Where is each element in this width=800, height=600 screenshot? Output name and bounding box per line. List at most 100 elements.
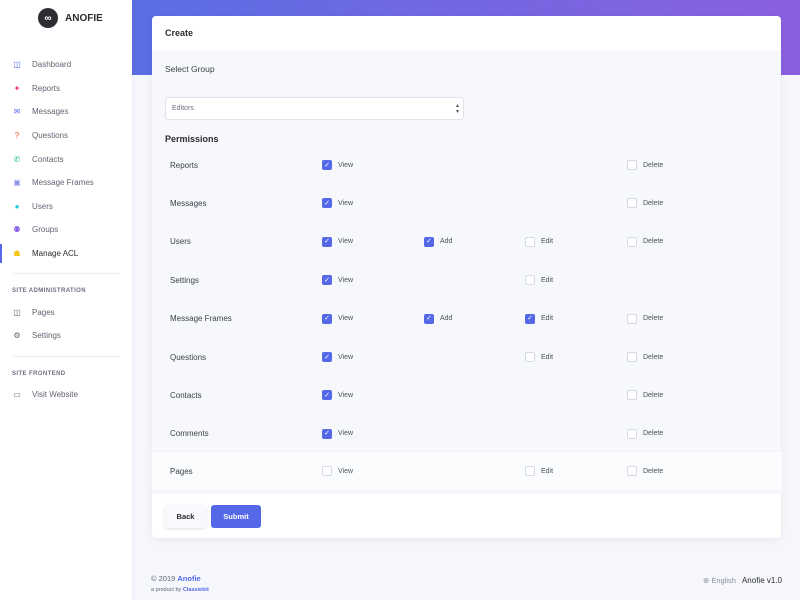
- checkbox-unchecked[interactable]: [627, 160, 637, 170]
- sidebar-item-questions[interactable]: ? Questions: [0, 124, 132, 148]
- checkbox-edit[interactable]: ✓ Edit: [525, 313, 553, 324]
- sidebar-item-reports[interactable]: ✦ Reports: [0, 77, 132, 101]
- phone-icon: ✆: [13, 154, 21, 164]
- checkbox-unchecked[interactable]: [525, 275, 535, 286]
- language-selector[interactable]: ⊕ English: [703, 576, 736, 585]
- checkbox-checked[interactable]: ✓: [322, 352, 332, 362]
- sidebar-divider: [12, 355, 120, 357]
- permission-row: Settings ✓ View Edit: [152, 261, 781, 299]
- checkbox-delete[interactable]: Delete: [627, 466, 664, 477]
- sidebar-item-label: Messages: [32, 107, 69, 117]
- checkbox-unchecked[interactable]: [627, 428, 637, 439]
- checkbox-view[interactable]: ✓ View: [322, 275, 354, 286]
- back-button[interactable]: Back: [165, 505, 206, 528]
- card-title: Create: [165, 28, 194, 38]
- checkbox-delete[interactable]: Delete: [627, 352, 663, 362]
- section-title-admin: SITE ADMINISTRATION: [12, 288, 86, 295]
- checkbox-view[interactable]: View: [322, 466, 354, 477]
- sidebar-item-dashboard[interactable]: ◫ Dashboard: [0, 53, 132, 77]
- checkbox-view[interactable]: ✓ View: [322, 428, 353, 439]
- sidebar-item-message-frames[interactable]: ▣ Message Frames: [0, 171, 132, 195]
- permission-row: Messages ✓ View Delete: [152, 184, 781, 222]
- checkbox-label: View: [338, 276, 354, 284]
- checkbox-delete[interactable]: Delete: [627, 390, 663, 401]
- checkbox-label: Delete: [643, 353, 664, 361]
- checkbox-edit[interactable]: Edit: [525, 352, 553, 362]
- sidebar-item-settings[interactable]: ⚙ Settings: [0, 324, 132, 348]
- logo[interactable]: ∞ ANOFIE: [38, 8, 103, 28]
- sidebar-item-groups[interactable]: ⚉ Groups: [0, 218, 132, 242]
- permission-name: Users: [170, 237, 191, 247]
- checkbox-unchecked[interactable]: [627, 352, 637, 362]
- checkbox-edit[interactable]: Edit: [525, 466, 553, 477]
- checkbox-edit[interactable]: Edit: [525, 275, 553, 286]
- gift-icon: ✦: [13, 83, 21, 93]
- checkbox-unchecked[interactable]: [525, 466, 535, 477]
- permission-row: Comments ✓ View Delete: [152, 415, 781, 453]
- checkbox-checked[interactable]: ✓: [322, 198, 332, 209]
- checkbox-label: View: [338, 467, 354, 475]
- group-select[interactable]: Editors ▴ ▾: [165, 97, 464, 120]
- checkbox-view[interactable]: ✓ View: [322, 198, 353, 209]
- sidebar-item-users[interactable]: ● Users: [0, 195, 132, 219]
- image-icon: ▣: [13, 178, 21, 188]
- checkbox-checked[interactable]: ✓: [322, 160, 332, 170]
- checkbox-delete[interactable]: Delete: [627, 160, 663, 170]
- checkbox-add[interactable]: ✓ Add: [424, 236, 452, 247]
- checkbox-label: Delete: [643, 238, 664, 246]
- checkbox-label: Edit: [541, 238, 554, 246]
- checkbox-checked[interactable]: ✓: [322, 428, 332, 439]
- permission-name: Reports: [170, 160, 199, 170]
- permission-name: Contacts: [170, 390, 202, 400]
- sidebar-item-messages[interactable]: ✉ Messages: [0, 100, 132, 124]
- checkbox-checked[interactable]: ✓: [525, 313, 535, 324]
- checkbox-checked[interactable]: ✓: [424, 313, 434, 324]
- version-label: Anofie v1.0: [741, 576, 782, 585]
- checkbox-checked[interactable]: ✓: [424, 236, 434, 247]
- sidebar-item-pages[interactable]: ◫ Pages: [0, 300, 132, 324]
- checkbox-checked[interactable]: ✓: [322, 236, 332, 247]
- checkbox-view[interactable]: ✓ View: [322, 313, 353, 324]
- checkbox-unchecked[interactable]: [627, 466, 637, 477]
- checkbox-view[interactable]: ✓ View: [322, 352, 353, 362]
- sidebar-item-label: Reports: [32, 83, 61, 93]
- checkbox-label: Delete: [643, 430, 664, 438]
- checkbox-checked[interactable]: ✓: [322, 390, 332, 401]
- checkbox-checked[interactable]: ✓: [322, 275, 332, 286]
- sidebar-item-contacts[interactable]: ✆ Contacts: [0, 147, 132, 171]
- checkbox-unchecked[interactable]: [525, 236, 535, 247]
- checkbox-view[interactable]: ✓ View: [322, 236, 353, 247]
- checkbox-unchecked[interactable]: [627, 313, 637, 324]
- checkbox-unchecked[interactable]: [627, 236, 637, 247]
- sidebar-nav: ◫ Dashboard ✦ Reports ✉ Messages ? Questions ✆ Co…: [0, 53, 132, 406]
- checkbox-view[interactable]: ✓ View: [322, 390, 354, 401]
- checkbox-delete[interactable]: Delete: [627, 428, 664, 439]
- cogs-icon: ⚙: [13, 331, 21, 341]
- checkbox-delete[interactable]: Delete: [627, 313, 663, 324]
- logo-icon: ∞: [38, 8, 58, 28]
- checkbox-unchecked[interactable]: [627, 390, 637, 401]
- footer-brand-link[interactable]: Anofie: [177, 574, 201, 583]
- checkbox-label: Delete: [643, 161, 664, 169]
- checkbox-delete[interactable]: Delete: [627, 198, 663, 209]
- sidebar-item-label: Contacts: [32, 154, 64, 164]
- checkbox-unchecked[interactable]: [627, 198, 637, 209]
- submit-button[interactable]: Submit: [211, 505, 261, 528]
- checkbox-label: View: [338, 391, 354, 399]
- checkbox-delete[interactable]: Delete: [627, 236, 664, 247]
- sidebar-item-manage-acl[interactable]: ☗ Manage ACL: [0, 242, 132, 266]
- group-select-value: Editors: [172, 105, 194, 112]
- permission-row: Message Frames ✓ View ✓ Add ✓ Edit Delete: [152, 300, 781, 338]
- checkbox-edit[interactable]: Edit: [525, 236, 554, 247]
- envelope-icon: ✉: [13, 107, 21, 117]
- checkbox-label: Delete: [643, 467, 664, 475]
- checkbox-add[interactable]: ✓ Add: [424, 313, 452, 324]
- sidebar-item-visit-website[interactable]: ▭ Visit Website: [0, 383, 132, 407]
- checkbox-checked[interactable]: ✓: [322, 313, 332, 324]
- checkbox-view[interactable]: ✓ View: [322, 160, 353, 170]
- checkbox-unchecked[interactable]: [525, 352, 535, 362]
- checkbox-unchecked[interactable]: [322, 466, 332, 477]
- dashboard-icon: ◫: [13, 60, 21, 70]
- sidebar-divider: [12, 273, 120, 275]
- company-link[interactable]: Classiebit: [182, 587, 209, 593]
